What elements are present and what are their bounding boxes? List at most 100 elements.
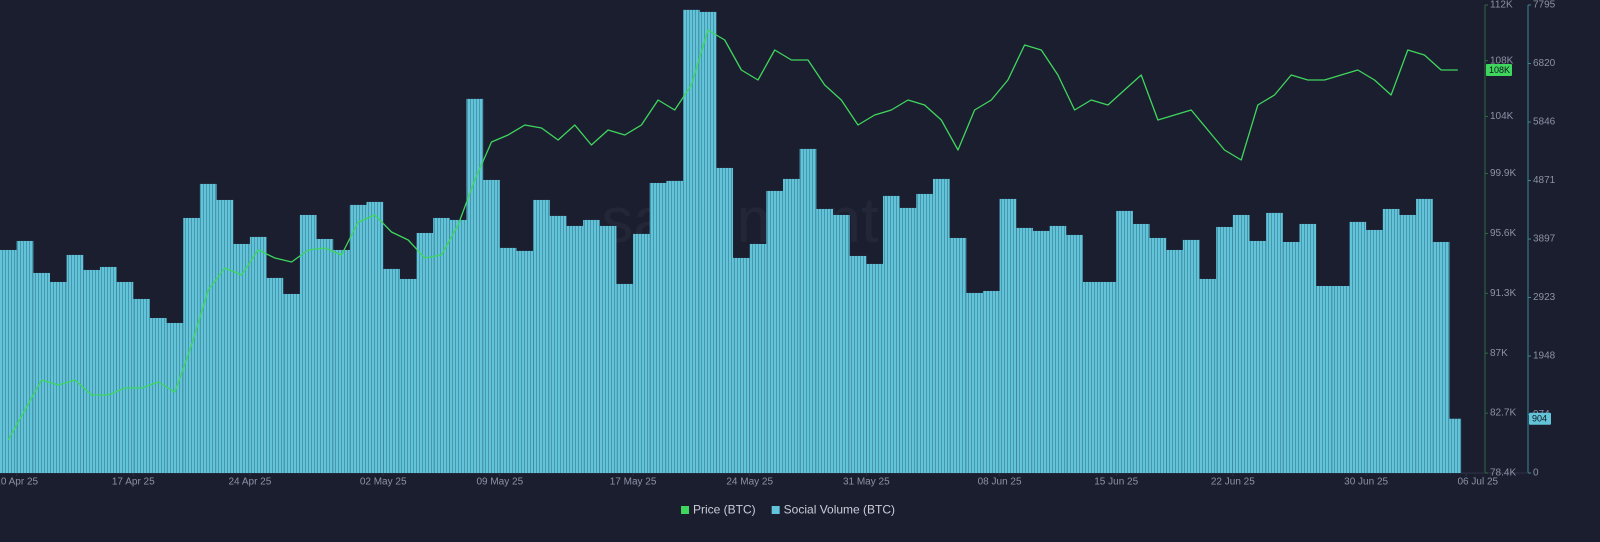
bar bbox=[899, 207, 917, 473]
bar bbox=[716, 167, 734, 473]
y-tick-label: 91.3K bbox=[1490, 288, 1516, 299]
bar bbox=[649, 182, 667, 473]
bar bbox=[533, 199, 550, 474]
bar bbox=[683, 9, 700, 473]
bar bbox=[1316, 285, 1333, 473]
x-tick-label: 15 Jun 25 bbox=[1094, 477, 1138, 488]
bar bbox=[349, 204, 367, 473]
bar bbox=[1099, 281, 1117, 473]
bar bbox=[1432, 241, 1450, 473]
bar bbox=[433, 217, 450, 473]
bar bbox=[299, 214, 317, 473]
bar bbox=[1349, 221, 1367, 473]
bar bbox=[1416, 198, 1433, 473]
bar bbox=[833, 214, 850, 473]
bar bbox=[733, 257, 750, 473]
bar bbox=[549, 215, 567, 473]
legend-label: Price (BTC) bbox=[693, 503, 756, 517]
bar bbox=[916, 193, 933, 474]
bar bbox=[1449, 418, 1462, 473]
y-tick-label: 112K bbox=[1490, 0, 1513, 11]
legend-swatch bbox=[681, 506, 689, 514]
bar bbox=[749, 243, 767, 473]
bar bbox=[1066, 234, 1083, 473]
bar bbox=[216, 199, 234, 474]
bar bbox=[1249, 240, 1267, 473]
x-tick-label: 24 Apr 25 bbox=[228, 477, 271, 488]
last-value-badge bbox=[1486, 64, 1512, 77]
bar bbox=[583, 219, 600, 473]
y-tick-label: 78.4K bbox=[1490, 468, 1516, 479]
y-tick-label: 99.9K bbox=[1490, 168, 1516, 179]
y2-tick-label: 3897 bbox=[1533, 234, 1556, 245]
bar bbox=[333, 249, 350, 473]
y2-tick-label: 5846 bbox=[1533, 117, 1556, 128]
last-value-label: 904 bbox=[1532, 414, 1547, 424]
bar bbox=[866, 263, 883, 473]
x-tick-label: 17 Apr 25 bbox=[112, 477, 155, 488]
bar bbox=[383, 268, 400, 473]
bar bbox=[1199, 278, 1217, 473]
y2-tick-label: 1948 bbox=[1533, 351, 1556, 362]
x-tick-label: 02 May 25 bbox=[360, 477, 407, 488]
x-tick-label: 30 Jun 25 bbox=[1344, 477, 1388, 488]
x-tick-label: 10 Apr 25 bbox=[0, 477, 39, 488]
last-value-label: 108K bbox=[1489, 65, 1510, 75]
bar bbox=[1032, 230, 1050, 473]
bar bbox=[882, 195, 900, 474]
last-value-badge bbox=[1529, 412, 1551, 425]
x-tick-label: 17 May 25 bbox=[610, 477, 657, 488]
bar bbox=[83, 269, 100, 473]
bar bbox=[849, 255, 867, 473]
y2-tick-label: 7795 bbox=[1533, 0, 1556, 11]
bar bbox=[1132, 223, 1150, 473]
bar bbox=[1266, 212, 1283, 474]
bar bbox=[633, 233, 650, 473]
y2-tick-label: 4871 bbox=[1533, 175, 1556, 186]
bar bbox=[783, 178, 800, 473]
y-tick-label: 95.6K bbox=[1490, 228, 1516, 239]
bar bbox=[699, 11, 717, 474]
bar bbox=[1382, 208, 1400, 473]
x-tick-label: 22 Jun 25 bbox=[1211, 477, 1255, 488]
bar bbox=[516, 250, 534, 473]
bar bbox=[483, 179, 500, 473]
bar bbox=[1049, 225, 1067, 473]
y-tick-label: 104K bbox=[1490, 111, 1514, 122]
bar bbox=[566, 225, 584, 473]
bar bbox=[816, 208, 833, 473]
bar bbox=[399, 278, 417, 473]
bar bbox=[999, 198, 1017, 473]
bar bbox=[599, 225, 617, 473]
bar bbox=[1182, 239, 1200, 473]
legend-label: Social Volume (BTC) bbox=[784, 503, 895, 517]
bar bbox=[233, 243, 250, 473]
y2-tick-label: 2923 bbox=[1533, 292, 1556, 303]
bar bbox=[799, 148, 817, 474]
legend-swatch bbox=[771, 506, 780, 514]
bar bbox=[49, 281, 67, 473]
bar bbox=[249, 236, 267, 473]
bar bbox=[1016, 227, 1033, 473]
bar bbox=[16, 240, 34, 473]
y2-tick-label: 0 bbox=[1533, 468, 1539, 479]
bar bbox=[766, 190, 784, 473]
bar bbox=[1116, 210, 1133, 473]
bar bbox=[666, 180, 684, 473]
bar bbox=[199, 183, 217, 474]
bar bbox=[1216, 226, 1233, 473]
bar bbox=[0, 249, 17, 473]
bar bbox=[416, 232, 434, 473]
bar bbox=[1399, 214, 1417, 473]
y2-tick-label: 6820 bbox=[1533, 58, 1556, 69]
bar bbox=[499, 247, 517, 473]
x-tick-label: 08 Jun 25 bbox=[978, 477, 1022, 488]
bar bbox=[133, 298, 150, 473]
bar bbox=[1166, 249, 1183, 473]
x-tick-label: 09 May 25 bbox=[476, 477, 523, 488]
x-tick-label: 06 Jul 25 bbox=[1457, 477, 1498, 488]
x-tick-label: 24 May 25 bbox=[726, 477, 773, 488]
bar bbox=[33, 272, 50, 473]
